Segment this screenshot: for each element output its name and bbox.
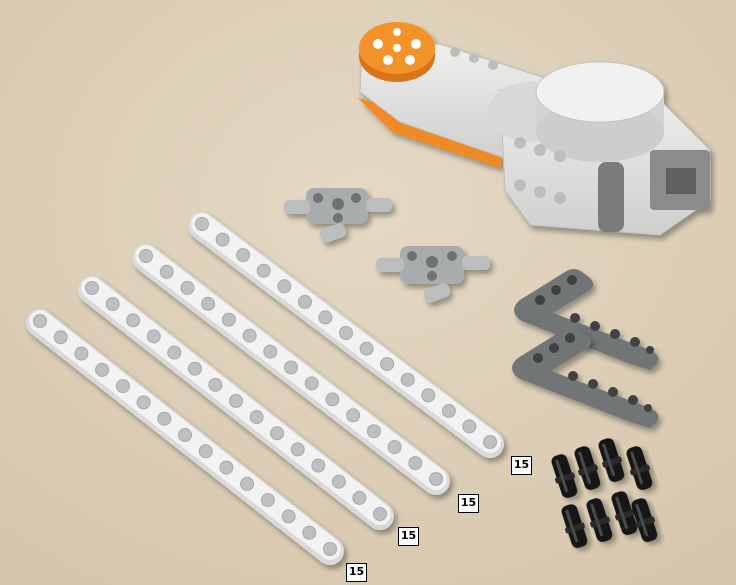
motor-top-beam-holes (450, 47, 498, 70)
straight-beam (26, 309, 344, 565)
beam-hole (198, 444, 213, 459)
black-pin (561, 504, 588, 548)
beam-hole (284, 360, 298, 375)
beam-hole (352, 490, 367, 505)
beam-hole (387, 440, 402, 455)
beam-hole (126, 313, 141, 328)
beam-length-label: 15 (458, 494, 479, 513)
black-pin (586, 498, 613, 542)
beam-hole (74, 346, 89, 361)
beam-hole (240, 476, 255, 491)
beam-hole (270, 426, 285, 441)
black-pin (551, 454, 578, 498)
beam-hole (159, 264, 174, 279)
beam-hole (462, 419, 477, 434)
motor-hub-holes (373, 28, 421, 65)
angled-beam (514, 269, 659, 370)
beam-hole (281, 509, 296, 524)
beam-hole (157, 411, 172, 426)
beam-hole (373, 507, 387, 521)
beam-hole (441, 403, 456, 418)
cross-connector (376, 246, 490, 303)
beam-hole (297, 294, 312, 309)
beam-length-label: 15 (346, 563, 367, 582)
beam-hole (483, 435, 497, 449)
beam-hole (304, 376, 319, 391)
beam-hole (146, 329, 161, 344)
angled-beam (512, 327, 659, 428)
beam-hole (325, 392, 340, 407)
motor-drum-top (535, 61, 665, 123)
motor-side-beam-holes (514, 137, 566, 204)
black-pin (631, 498, 658, 542)
beam-hole (277, 279, 292, 294)
beam-hole (229, 394, 243, 408)
beam-hole (195, 217, 209, 231)
beam-hole (400, 372, 415, 387)
beam-hole (339, 326, 353, 340)
straight-beam (78, 276, 394, 530)
beam-hole (318, 310, 333, 325)
black-pin (611, 491, 638, 535)
beam-hole (263, 344, 278, 359)
beam-hole (167, 345, 182, 360)
black-pin (574, 446, 601, 490)
angled-beams (512, 269, 659, 428)
beam-hole (105, 297, 120, 312)
beam-hole (115, 379, 130, 394)
beam-hole (359, 341, 374, 356)
beam-hole (53, 330, 68, 345)
nxt-motor (358, 22, 711, 236)
beam-hole (323, 542, 337, 556)
cross-connector (284, 188, 392, 243)
beam-hole (331, 474, 346, 489)
beam-hole (421, 388, 436, 403)
beam-hole (221, 312, 236, 327)
beam-hole (236, 248, 251, 263)
beam-hole (187, 361, 202, 376)
beam-hole (178, 428, 192, 442)
motor-side-beam (598, 162, 624, 232)
beam-length-label: 15 (398, 527, 419, 546)
beam-hole (208, 377, 223, 392)
beam-hole (95, 362, 110, 377)
black-pin (626, 446, 653, 490)
beam-hole (139, 249, 153, 263)
beam-hole (201, 296, 216, 311)
beam-hole (290, 442, 305, 457)
beam-hole (408, 456, 423, 471)
black-pin (598, 438, 625, 482)
beam-hole (366, 424, 381, 439)
beam-hole (242, 328, 257, 343)
straight-beams (26, 212, 504, 565)
beam-hole (249, 410, 264, 425)
beam-hole (380, 357, 395, 372)
cross-connectors (284, 188, 490, 303)
beam-hole (429, 472, 443, 486)
beam-hole (302, 525, 317, 540)
black-pins (551, 438, 658, 548)
beam-hole (136, 395, 151, 410)
beam-length-label: 15 (511, 456, 532, 475)
beam-hole (33, 314, 47, 328)
beam-hole (219, 460, 234, 475)
beam-hole (85, 281, 99, 295)
beam-hole (180, 280, 195, 295)
beam-hole (311, 458, 326, 473)
straight-beam (132, 244, 450, 495)
beam-hole (215, 232, 230, 247)
motor-connector-socket (666, 168, 696, 194)
straight-beam (188, 212, 504, 458)
beam-hole (346, 408, 361, 423)
beam-hole (260, 493, 275, 508)
beam-hole (256, 263, 271, 278)
